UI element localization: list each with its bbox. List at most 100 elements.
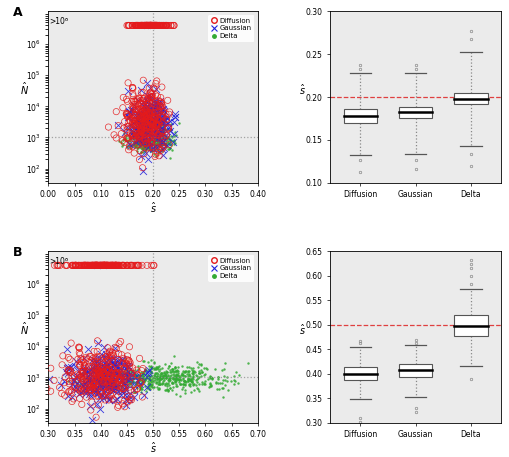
Point: [75, 344, 83, 351]
Point: [115, 388, 123, 395]
Point: [107, 381, 115, 388]
Point: [143, 22, 151, 29]
Point: [155, 137, 163, 144]
Point: [135, 378, 144, 385]
Point: [123, 111, 131, 118]
Point: [143, 22, 151, 29]
Point: [97, 388, 105, 395]
Point: [177, 380, 185, 387]
Point: [145, 138, 153, 145]
Point: [152, 137, 160, 144]
Y-axis label: $\hat{s}$: $\hat{s}$: [299, 323, 306, 337]
Point: [105, 396, 113, 403]
Point: [104, 374, 112, 382]
Point: [115, 356, 123, 364]
Point: [142, 131, 150, 138]
Point: [92, 262, 100, 269]
Point: [75, 344, 83, 351]
Point: [103, 383, 111, 391]
Point: [103, 372, 111, 380]
Point: [143, 107, 151, 114]
Point: [158, 144, 166, 151]
Point: [76, 395, 84, 402]
Point: [64, 377, 72, 384]
Point: [152, 22, 160, 29]
Point: [79, 262, 87, 269]
Point: [95, 353, 103, 360]
Point: [95, 355, 103, 362]
Point: [118, 388, 126, 395]
Point: [143, 383, 151, 391]
Point: [131, 370, 139, 377]
Point: [83, 262, 92, 269]
Point: [146, 117, 154, 125]
Point: [102, 384, 110, 392]
Point: [140, 95, 148, 102]
Point: [177, 380, 185, 388]
Point: [129, 132, 137, 139]
Point: [168, 139, 177, 146]
Point: [206, 380, 214, 388]
Point: [117, 376, 125, 383]
Point: [92, 262, 100, 269]
Point: [152, 144, 160, 152]
Point: [164, 377, 173, 384]
Point: [144, 115, 152, 122]
Point: [64, 354, 72, 361]
Point: [134, 144, 142, 151]
Point: [96, 382, 104, 389]
Point: [149, 120, 157, 127]
Point: [201, 370, 209, 377]
Point: [142, 123, 150, 130]
Point: [142, 140, 150, 147]
Point: [151, 138, 159, 146]
Point: [147, 147, 155, 154]
Point: [78, 372, 87, 379]
Point: [107, 262, 116, 269]
Point: [139, 129, 148, 137]
Point: [146, 130, 154, 137]
Point: [143, 123, 151, 131]
Point: [154, 133, 162, 140]
Point: [138, 133, 146, 140]
Point: [73, 382, 81, 389]
Point: [145, 145, 153, 153]
Point: [129, 364, 137, 372]
Point: [184, 377, 192, 385]
Point: [130, 118, 138, 125]
Point: [148, 119, 156, 127]
Point: [172, 367, 180, 375]
Point: [181, 377, 189, 384]
Point: [137, 128, 145, 135]
Point: [157, 106, 165, 114]
Point: [155, 386, 163, 393]
Point: [147, 133, 155, 140]
Point: [148, 90, 156, 98]
Point: [143, 133, 151, 140]
Point: [151, 22, 159, 29]
Point: [124, 393, 132, 400]
Point: [158, 128, 166, 135]
Point: [171, 373, 179, 380]
Point: [107, 392, 115, 399]
Point: [157, 125, 165, 132]
Point: [143, 22, 151, 29]
Point: [149, 128, 157, 135]
Point: [155, 123, 163, 130]
Point: [150, 360, 158, 367]
Point: [142, 133, 150, 140]
Point: [155, 376, 163, 383]
Point: [96, 262, 104, 269]
Point: [103, 262, 111, 269]
Point: [145, 135, 153, 143]
Point: [135, 117, 144, 124]
Point: [162, 142, 171, 149]
Point: [134, 143, 142, 150]
Point: [58, 390, 66, 397]
Point: [135, 138, 143, 145]
Point: [158, 374, 166, 381]
Point: [77, 358, 86, 366]
Point: [173, 371, 181, 378]
Point: [96, 374, 104, 381]
Point: [141, 115, 149, 122]
